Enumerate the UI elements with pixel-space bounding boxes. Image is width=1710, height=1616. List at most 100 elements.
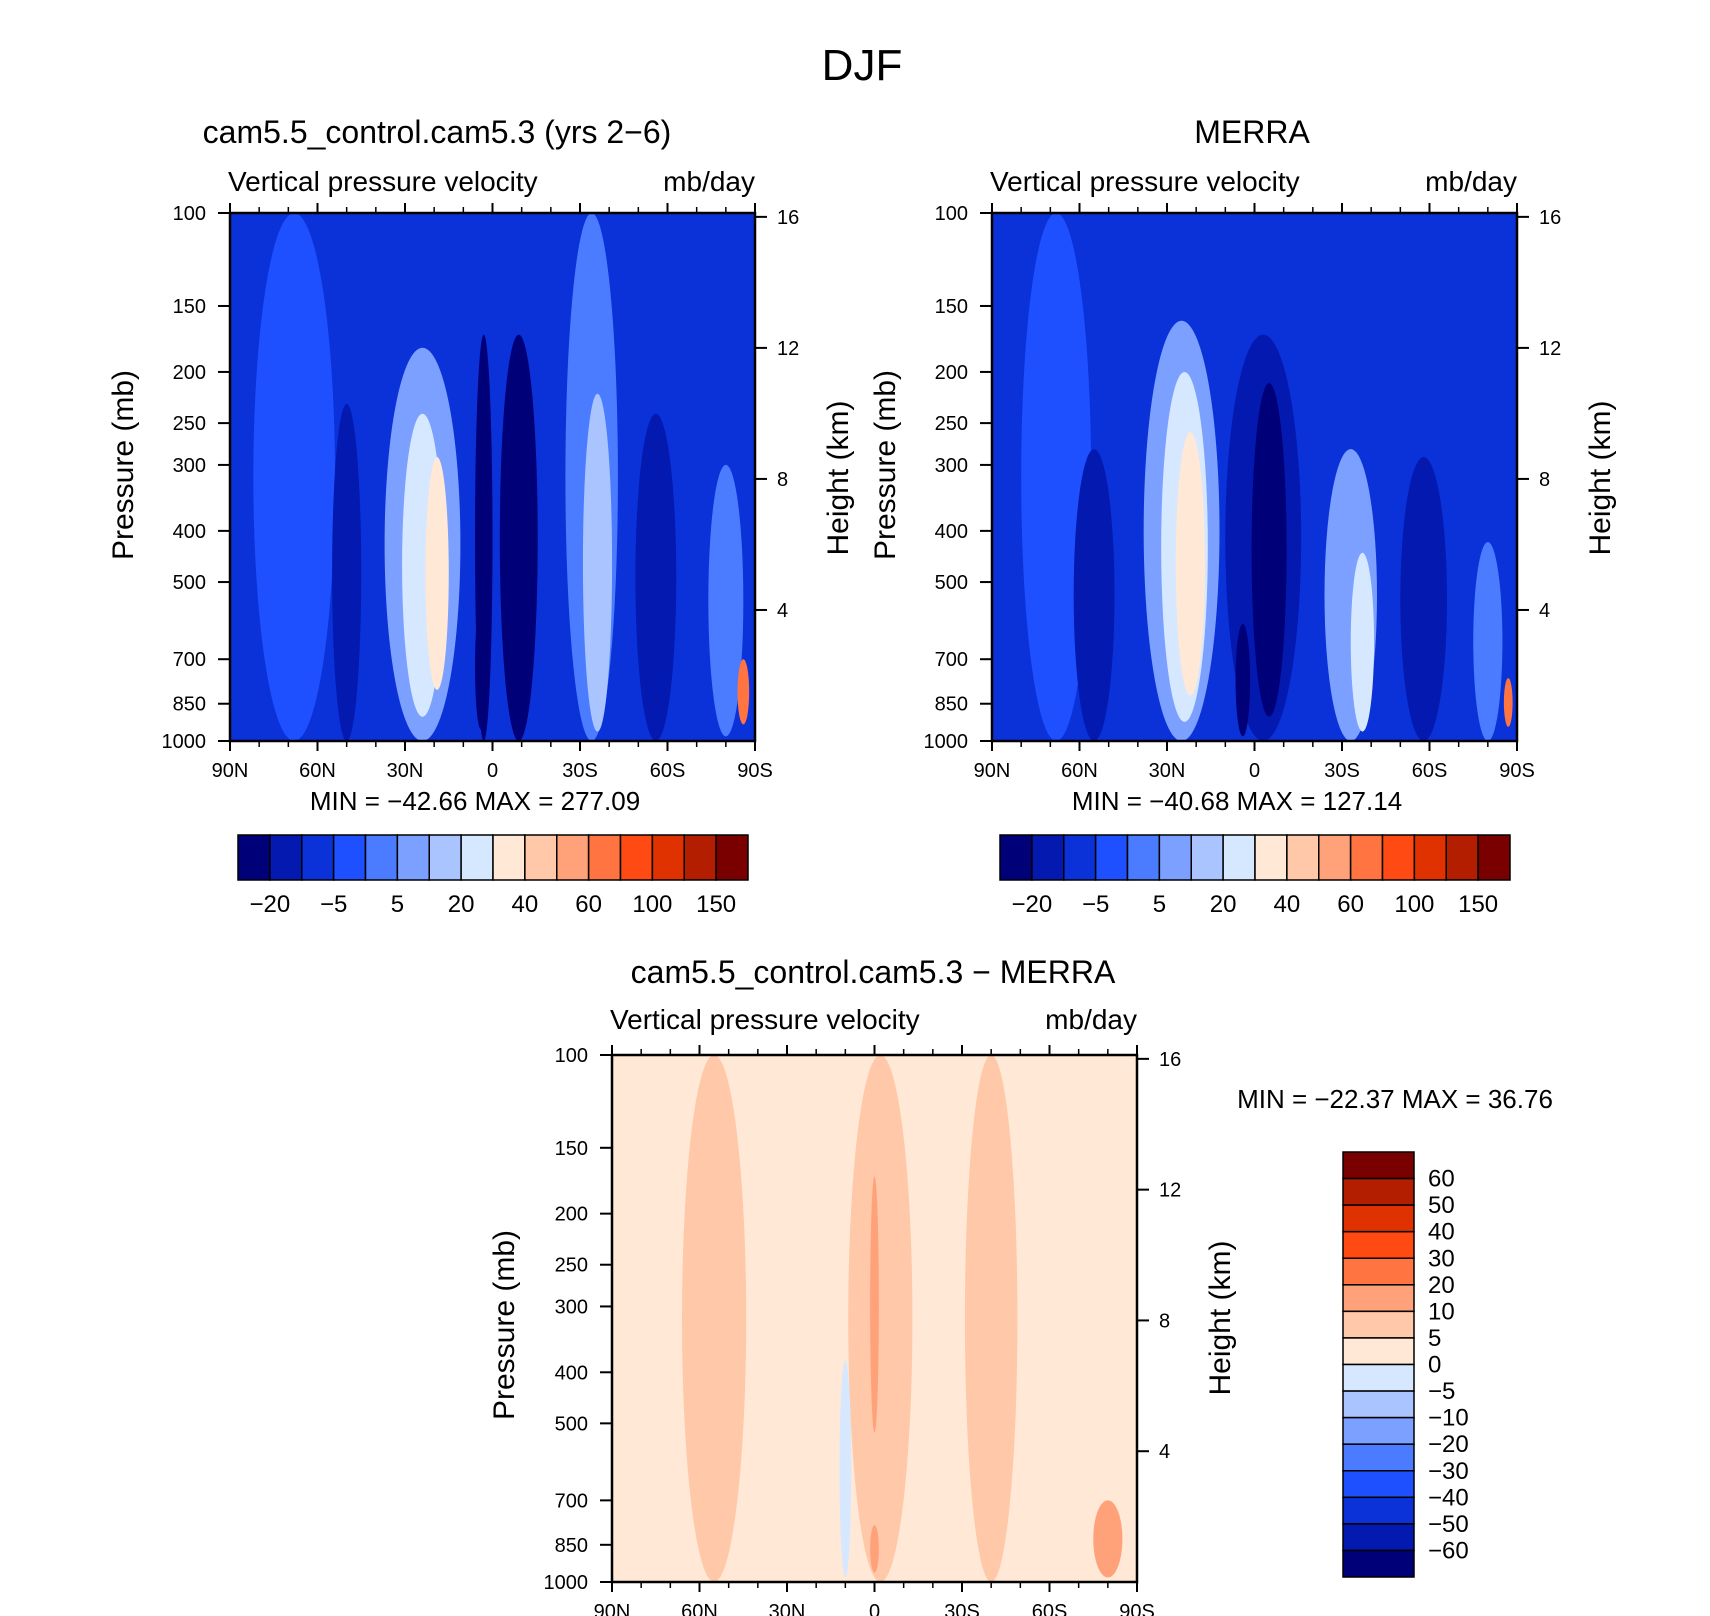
panel-subtitle-right: mb/day bbox=[1425, 166, 1517, 197]
plot-area bbox=[990, 211, 1519, 743]
colorbar-box bbox=[1222, 834, 1256, 881]
contour-region bbox=[332, 403, 362, 741]
colorbar-box bbox=[524, 834, 558, 881]
contour-region bbox=[514, 479, 529, 583]
colorbar-label: 40 bbox=[1274, 891, 1301, 918]
stats-line: MIN = −40.68 MAX = 127.14 bbox=[1072, 786, 1402, 816]
y-tick-label: 700 bbox=[935, 649, 968, 671]
panel-title: MERRA bbox=[1194, 114, 1310, 150]
colorbar-box bbox=[1349, 834, 1384, 881]
y2-tick-label: 4 bbox=[1159, 1441, 1170, 1463]
y2-tick-label: 8 bbox=[1159, 1310, 1170, 1332]
colorbar-label: −5 bbox=[320, 891, 347, 918]
colorbar-label: 5 bbox=[1153, 891, 1166, 918]
colorbar-box bbox=[492, 834, 526, 881]
contour-region bbox=[848, 1055, 913, 1582]
x-tick-label: 30N bbox=[387, 760, 424, 782]
stats-line: MIN = −42.66 MAX = 277.09 bbox=[310, 786, 640, 816]
colorbar-label: 5 bbox=[1428, 1325, 1441, 1352]
y2-tick-label: 16 bbox=[777, 207, 799, 229]
y-tick-label: 1000 bbox=[162, 731, 207, 753]
x-tick-label: 90N bbox=[212, 760, 249, 782]
panel-subtitle-left: Vertical pressure velocity bbox=[610, 1004, 920, 1035]
contour-region bbox=[1235, 623, 1251, 737]
y-tick-label: 250 bbox=[173, 413, 206, 435]
x-tick-label: 60N bbox=[299, 760, 336, 782]
colorbar: −20 −5 5 20 40 60 100 150 bbox=[237, 834, 749, 918]
colorbar-label: −20 bbox=[250, 891, 291, 918]
x-tick-label: 30S bbox=[562, 760, 598, 782]
colorbar-box bbox=[1342, 1549, 1415, 1578]
colorbar-box bbox=[364, 834, 399, 881]
pressure-axis-label: Pressure (mb) bbox=[869, 370, 902, 560]
colorbar-box bbox=[428, 834, 462, 881]
colorbar-box bbox=[715, 834, 749, 881]
panel-model: cam5.5_control.cam5.3 (yrs 2−6) Vertical… bbox=[107, 114, 855, 918]
height-axis-label: Height (km) bbox=[822, 400, 855, 555]
x-tick-label: 0 bbox=[869, 1601, 880, 1616]
contour-region bbox=[737, 659, 750, 725]
x-tick-label: 30N bbox=[769, 1601, 806, 1616]
y-tick-label: 300 bbox=[935, 455, 968, 477]
colorbar-box bbox=[1342, 1363, 1415, 1392]
colorbar-box bbox=[651, 834, 685, 881]
x-tick-label: 30S bbox=[944, 1601, 980, 1616]
colorbar-box bbox=[301, 834, 335, 881]
colorbar-box bbox=[999, 834, 1033, 881]
y2-tick-label: 16 bbox=[1539, 207, 1561, 229]
colorbar-label: 30 bbox=[1428, 1245, 1455, 1272]
contour-region bbox=[1251, 383, 1287, 717]
contour-region bbox=[1175, 432, 1205, 696]
colorbar-box bbox=[1190, 834, 1224, 881]
x-tick-label: 30S bbox=[1324, 760, 1360, 782]
y-tick-label: 400 bbox=[173, 521, 206, 543]
y2-tick-label: 12 bbox=[1539, 338, 1561, 360]
colorbar-box bbox=[587, 834, 622, 881]
contour-region bbox=[582, 393, 613, 732]
contour-region bbox=[682, 1055, 747, 1582]
x-tick-label: 60S bbox=[1032, 1601, 1068, 1616]
colorbar-box bbox=[1342, 1230, 1415, 1259]
y-tick-label: 250 bbox=[935, 413, 968, 435]
colorbar-box bbox=[1342, 1390, 1415, 1419]
x-tick-label: 90S bbox=[1119, 1601, 1155, 1616]
colorbar-box bbox=[1445, 834, 1479, 881]
colorbar-box bbox=[1318, 834, 1352, 881]
y2-tick-label: 16 bbox=[1159, 1049, 1181, 1071]
stats-line: MIN = −22.37 MAX = 36.76 bbox=[1237, 1084, 1553, 1114]
y-tick-label: 100 bbox=[935, 203, 968, 225]
y-tick-label: 500 bbox=[173, 572, 206, 594]
y-tick-label: 100 bbox=[173, 203, 206, 225]
colorbar-box bbox=[1063, 834, 1097, 881]
height-axis-label: Height (km) bbox=[1584, 400, 1617, 555]
colorbar-label: 150 bbox=[696, 891, 736, 918]
colorbar-box bbox=[1342, 1310, 1415, 1339]
colorbar-label: 150 bbox=[1458, 891, 1498, 918]
x-tick-label: 0 bbox=[487, 760, 498, 782]
colorbar-box bbox=[1158, 834, 1192, 881]
panel-subtitle-right: mb/day bbox=[663, 166, 755, 197]
y2-tick-label: 8 bbox=[1539, 469, 1550, 491]
colorbar-box bbox=[1031, 834, 1065, 881]
y-tick-label: 150 bbox=[555, 1138, 588, 1160]
panel-subtitle-right: mb/day bbox=[1045, 1004, 1137, 1035]
colorbar-box bbox=[1342, 1177, 1415, 1206]
colorbar-label: 20 bbox=[1428, 1272, 1455, 1299]
panel-difference: cam5.5_control.cam5.3 − MERRA Vertical p… bbox=[488, 954, 1553, 1616]
colorbar-box bbox=[1342, 1416, 1415, 1445]
colorbar: −20 −5 5 20 40 60 100 150 bbox=[999, 834, 1511, 918]
colorbar-box bbox=[1286, 834, 1320, 881]
colorbar-label: −50 bbox=[1428, 1511, 1469, 1538]
colorbar-box bbox=[556, 834, 590, 881]
x-tick-label: 90S bbox=[737, 760, 773, 782]
y-tick-label: 200 bbox=[555, 1204, 588, 1226]
colorbar-box bbox=[1342, 1523, 1415, 1552]
colorbar-box bbox=[619, 834, 654, 881]
y-tick-label: 500 bbox=[555, 1413, 588, 1435]
colorbar-label: 60 bbox=[1428, 1166, 1455, 1193]
y-tick-label: 700 bbox=[555, 1490, 588, 1512]
colorbar-label: 100 bbox=[1394, 891, 1434, 918]
colorbar-label: 60 bbox=[575, 891, 602, 918]
contour-region bbox=[1021, 213, 1092, 741]
